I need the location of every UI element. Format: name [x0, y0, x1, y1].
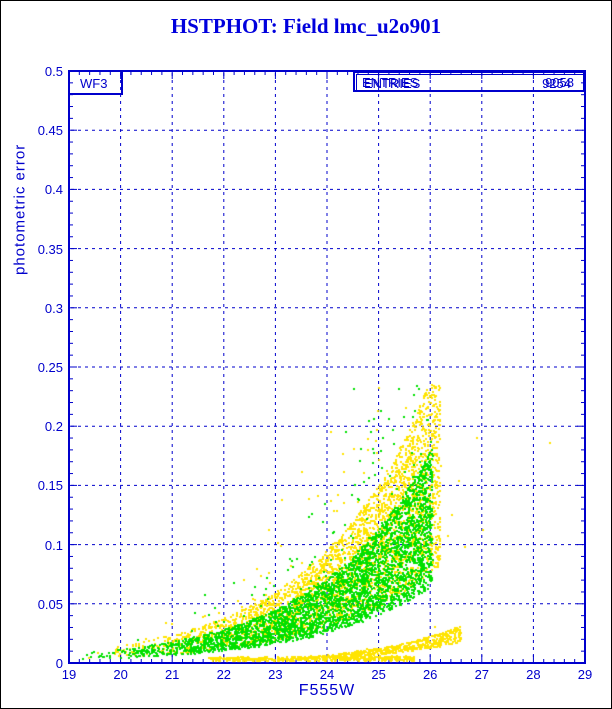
x-tick-label: 21 — [164, 667, 180, 682]
entries-value-2: 9254 — [542, 76, 571, 91]
y-tick-label: 0.05 — [37, 596, 63, 612]
y-axis-label: photometric error — [11, 143, 29, 275]
y-tick-label: 0.1 — [44, 537, 63, 553]
y-tick-label: 0.35 — [37, 241, 63, 257]
entries-stat-box: ENTRIES ENTRIES 9058 9254 — [353, 71, 585, 92]
y-tick-label: 0.5 — [44, 64, 63, 79]
x-tick-label: 27 — [474, 667, 490, 682]
chip-label: WF3 — [80, 76, 108, 91]
y-tick-label: 0 — [55, 656, 63, 671]
entries-value-1: 9058 — [545, 75, 574, 90]
y-tick-label: 0.45 — [37, 123, 63, 139]
x-tick-label: 19 — [61, 667, 77, 682]
x-tick-label: 28 — [526, 667, 541, 682]
x-tick-label: 24 — [319, 667, 335, 682]
x-tick-label: 22 — [216, 667, 232, 682]
x-tick-label: 25 — [371, 667, 386, 682]
chip-label-box: WF3 — [69, 71, 123, 95]
x-tick-label: 26 — [422, 667, 438, 682]
x-axis-label: F555W — [298, 682, 356, 699]
x-tick-label: 23 — [268, 667, 283, 682]
x-tick-label: 29 — [577, 667, 593, 682]
y-tick-label: 0.25 — [37, 360, 63, 375]
entries-label-overprint: ENTRIES — [364, 76, 421, 91]
y-tick-label: 0.3 — [44, 300, 63, 316]
entries-label: ENTRIES — [362, 75, 419, 90]
y-tick-label: 0.15 — [37, 478, 63, 494]
entries-stat-box-overprint — [356, 74, 585, 92]
y-tick-label: 0.2 — [44, 419, 63, 435]
x-tick-label: 20 — [113, 667, 128, 682]
y-tick-label: 0.4 — [44, 182, 63, 198]
